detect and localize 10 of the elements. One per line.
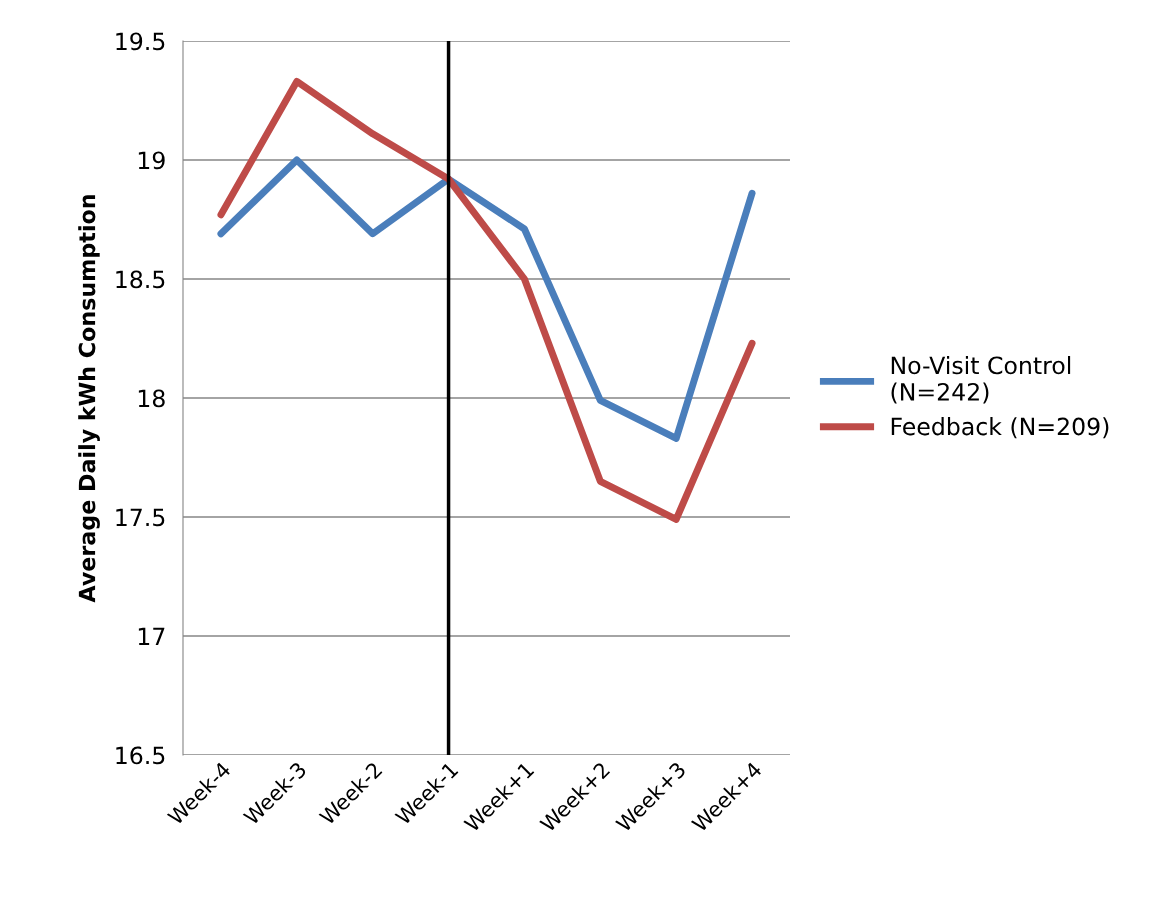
legend-label: No-Visit Control (N=242) <box>891 356 1071 404</box>
y-tick-label: 17 <box>138 627 165 645</box>
legend-label: Feedback (N=209) <box>891 417 1109 439</box>
y-tick-label: 16.5 <box>116 746 165 765</box>
y-tick-label: 17.5 <box>116 508 165 527</box>
y-tick-label: 18.5 <box>116 270 165 289</box>
y-axis-title: Average Daily kWh Consumption <box>78 195 100 603</box>
y-tick-label: 19 <box>138 151 165 170</box>
y-tick-label: 18 <box>138 389 165 408</box>
y-tick-label: 19.5 <box>116 32 165 51</box>
